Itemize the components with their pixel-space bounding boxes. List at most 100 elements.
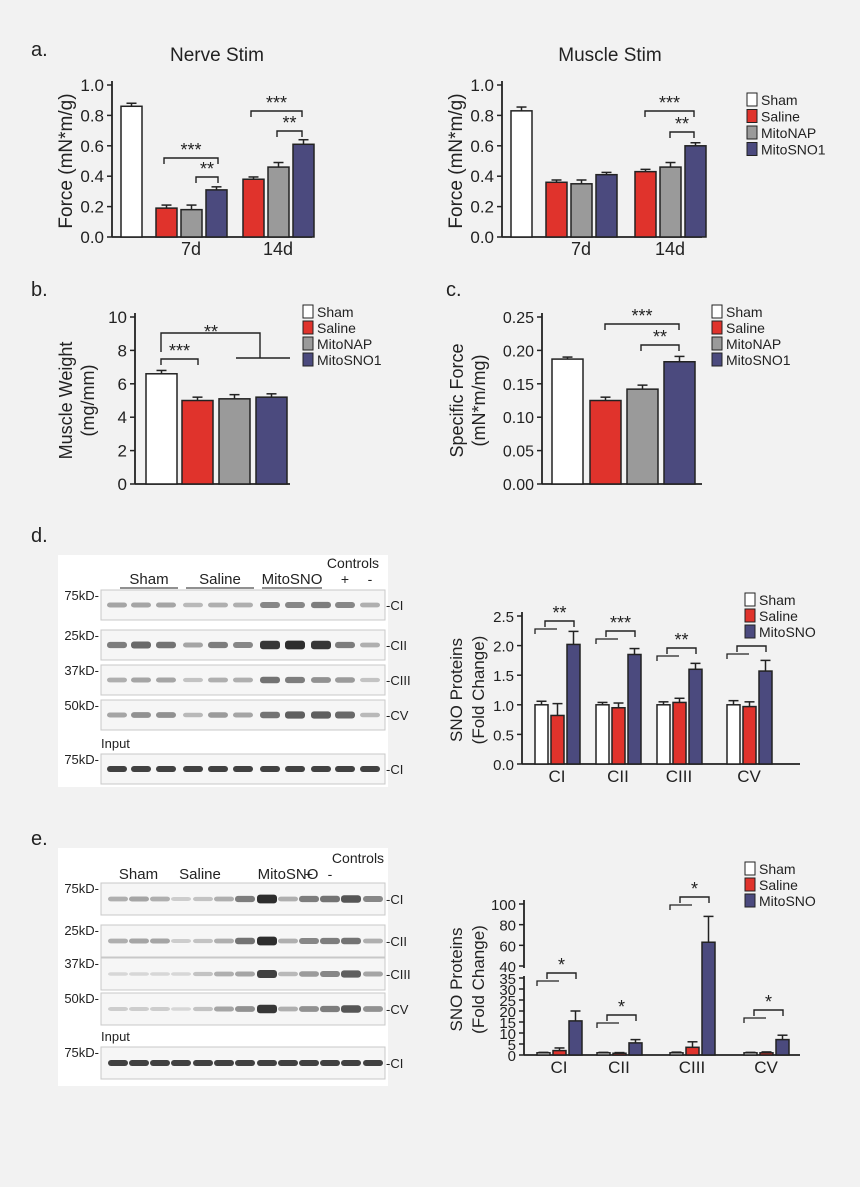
blot-band — [360, 677, 380, 683]
blot-band — [363, 971, 383, 977]
blot-band — [129, 938, 149, 944]
legend-entry: Saline — [759, 877, 798, 893]
bar-mitonap — [218, 398, 251, 485]
bar-saline — [611, 707, 626, 765]
significance-label: ** — [282, 113, 296, 133]
blot-band — [107, 602, 127, 608]
bar-sham — [726, 704, 741, 765]
blot-band — [171, 1060, 191, 1066]
blot-band — [235, 895, 255, 903]
y-axis-label-line: (Fold Change) — [469, 925, 488, 1034]
significance-bracket — [656, 655, 679, 661]
panel-label-c: c. — [446, 279, 462, 301]
y-tick-label: 40 — [499, 959, 516, 976]
significance-bracket — [536, 980, 559, 986]
legend-swatch — [302, 304, 314, 319]
chart-panel-d: 0.0 0.5 1.0 1.5 2.0 2.5 SNO Proteins (Fold Chan… — [447, 603, 800, 786]
blot-band — [360, 712, 380, 718]
blot-band-label: -CII — [386, 638, 407, 653]
blot-band-label: -CI — [386, 762, 403, 777]
significance-label: *** — [169, 341, 190, 361]
x-tick-label: CI — [549, 767, 566, 786]
significance-bracket — [736, 645, 767, 652]
blot-band — [183, 766, 203, 772]
blot-band — [233, 602, 253, 608]
bar-saline — [589, 399, 622, 485]
blot-band — [233, 712, 253, 718]
blot-band — [335, 641, 355, 649]
y-axis-label: Muscle Weight (mg/mm) — [56, 342, 98, 460]
legend-entry: MitoSNO1 — [317, 352, 382, 368]
blot-band — [131, 712, 151, 718]
y-axis-label-line: Force (mN*m/g) — [446, 93, 467, 228]
chart-title: Muscle Stim — [558, 45, 661, 66]
blot-band — [107, 677, 127, 683]
western-blot-e: Sham Saline MitoSNO Controls + - 75kD- -CI 25kD-… — [64, 850, 411, 1080]
y-tick-label: 0.05 — [503, 444, 534, 461]
y-axis-label-line: Muscle Weight — [56, 342, 76, 460]
y-axis-label-line: Specific Force — [447, 343, 467, 457]
bar-sham — [743, 1052, 758, 1056]
blot-band — [285, 711, 305, 719]
x-tick-label: CIII — [666, 767, 692, 786]
blot-mw-marker: 50kD- — [64, 698, 99, 713]
blot-band — [257, 936, 277, 946]
significance-bracket — [544, 620, 575, 627]
x-tick-label: CI — [551, 1058, 568, 1077]
blot-band — [214, 971, 234, 977]
blot-band-label: -CII — [386, 934, 407, 949]
blot-band — [257, 969, 277, 979]
legend-swatch — [744, 624, 756, 639]
chart-title: Nerve Stim — [170, 45, 264, 66]
blot-band-label: -CI — [386, 598, 403, 613]
blot-band — [129, 1060, 149, 1066]
y-axis-label: Force (mN*m/g) — [446, 93, 467, 228]
legend-swatch — [744, 861, 756, 876]
y-axis-label-line: SNO Proteins — [447, 928, 466, 1032]
blot-band — [299, 1006, 319, 1012]
y-tick-label: 1.0 — [470, 76, 494, 95]
bar-mitosno1 — [684, 145, 707, 238]
significance-bracket — [679, 896, 710, 903]
blot-band — [193, 971, 213, 977]
significance-bracket — [669, 131, 695, 138]
blot-band — [260, 766, 280, 772]
blot-band — [285, 640, 305, 650]
blot-band — [171, 972, 191, 976]
significance-bracket — [195, 176, 219, 183]
x-tick-label: 14d — [263, 239, 293, 259]
legend-swatch — [746, 92, 758, 107]
panel-label-e: e. — [31, 828, 48, 850]
blot-controls-label: Controls — [332, 850, 384, 866]
blot-band — [335, 711, 355, 719]
bar-mitonap — [626, 388, 659, 485]
bar-saline — [181, 399, 214, 485]
blot-band — [299, 895, 319, 903]
bar-mitonap — [659, 166, 682, 238]
bar-mitosno — [568, 1020, 583, 1056]
blot-band — [150, 1060, 170, 1066]
y-tick-label: 0 — [508, 1048, 516, 1065]
blot-band — [335, 766, 355, 772]
blot-band — [107, 712, 127, 718]
y-tick-label: 0.10 — [503, 410, 534, 427]
significance-bracket — [276, 130, 303, 137]
blot-band — [285, 676, 305, 684]
blot-band-label: -CV — [386, 708, 409, 723]
bar-saline — [242, 178, 265, 238]
blot-controls-label: Controls — [327, 555, 379, 571]
y-tick-label: 15 — [499, 1015, 516, 1032]
blot-band — [320, 895, 340, 903]
y-axis-label: Specific Force (mN*m/mg) — [447, 343, 489, 457]
bar-sham — [669, 1052, 684, 1056]
bar-mitosno — [758, 670, 773, 765]
significance-bracket — [606, 1014, 637, 1021]
chart-muscle-stim: 0.0 0.2 0.4 0.6 0.8 1.0 Muscle Stim Force (mN*m… — [446, 45, 707, 259]
y-tick-label: 0.0 — [493, 757, 514, 774]
legend-swatch — [711, 352, 723, 367]
blot-band — [341, 937, 361, 945]
legend-swatch — [744, 877, 756, 892]
x-tick-label: CII — [608, 1058, 630, 1077]
significance-bracket — [640, 344, 680, 351]
legend-entry: Saline — [317, 320, 356, 336]
